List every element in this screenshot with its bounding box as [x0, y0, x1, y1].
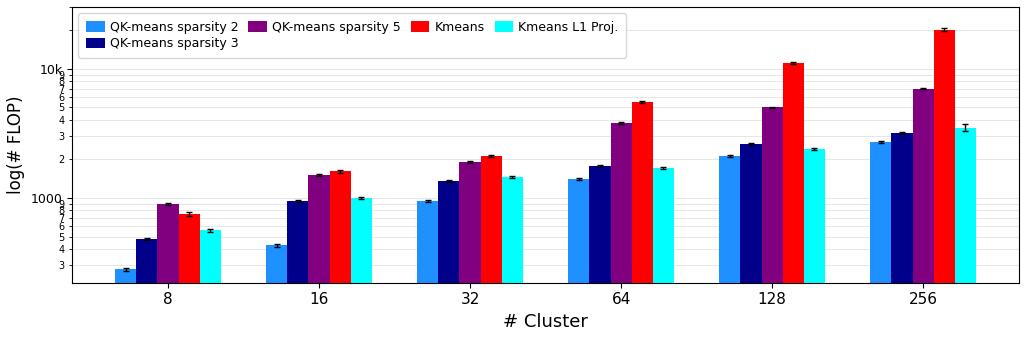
Bar: [803, 149, 825, 338]
Bar: [309, 175, 329, 338]
Bar: [761, 107, 783, 338]
Bar: [480, 156, 502, 338]
Bar: [892, 132, 912, 338]
Bar: [351, 198, 371, 338]
Bar: [200, 231, 221, 338]
Bar: [287, 201, 309, 338]
Y-axis label: log(# FLOP): log(# FLOP): [7, 96, 25, 194]
Bar: [934, 30, 955, 338]
Bar: [136, 239, 157, 338]
Bar: [610, 123, 632, 338]
Bar: [741, 144, 761, 338]
Bar: [115, 269, 136, 338]
Bar: [719, 156, 741, 338]
Bar: [783, 63, 803, 338]
Bar: [955, 127, 976, 338]
Bar: [460, 162, 480, 338]
X-axis label: # Cluster: # Cluster: [503, 313, 588, 331]
Legend: QK-means sparsity 2, QK-means sparsity 3, QK-means sparsity 5, Kmeans, Kmeans L1: QK-means sparsity 2, QK-means sparsity 3…: [78, 13, 626, 58]
Bar: [438, 181, 460, 338]
Bar: [418, 201, 438, 338]
Bar: [589, 166, 610, 338]
Bar: [653, 168, 674, 338]
Bar: [179, 214, 200, 338]
Bar: [157, 204, 179, 338]
Bar: [329, 171, 351, 338]
Bar: [632, 102, 653, 338]
Bar: [912, 89, 934, 338]
Bar: [568, 179, 589, 338]
Bar: [870, 142, 892, 338]
Bar: [502, 177, 523, 338]
Bar: [266, 245, 287, 338]
